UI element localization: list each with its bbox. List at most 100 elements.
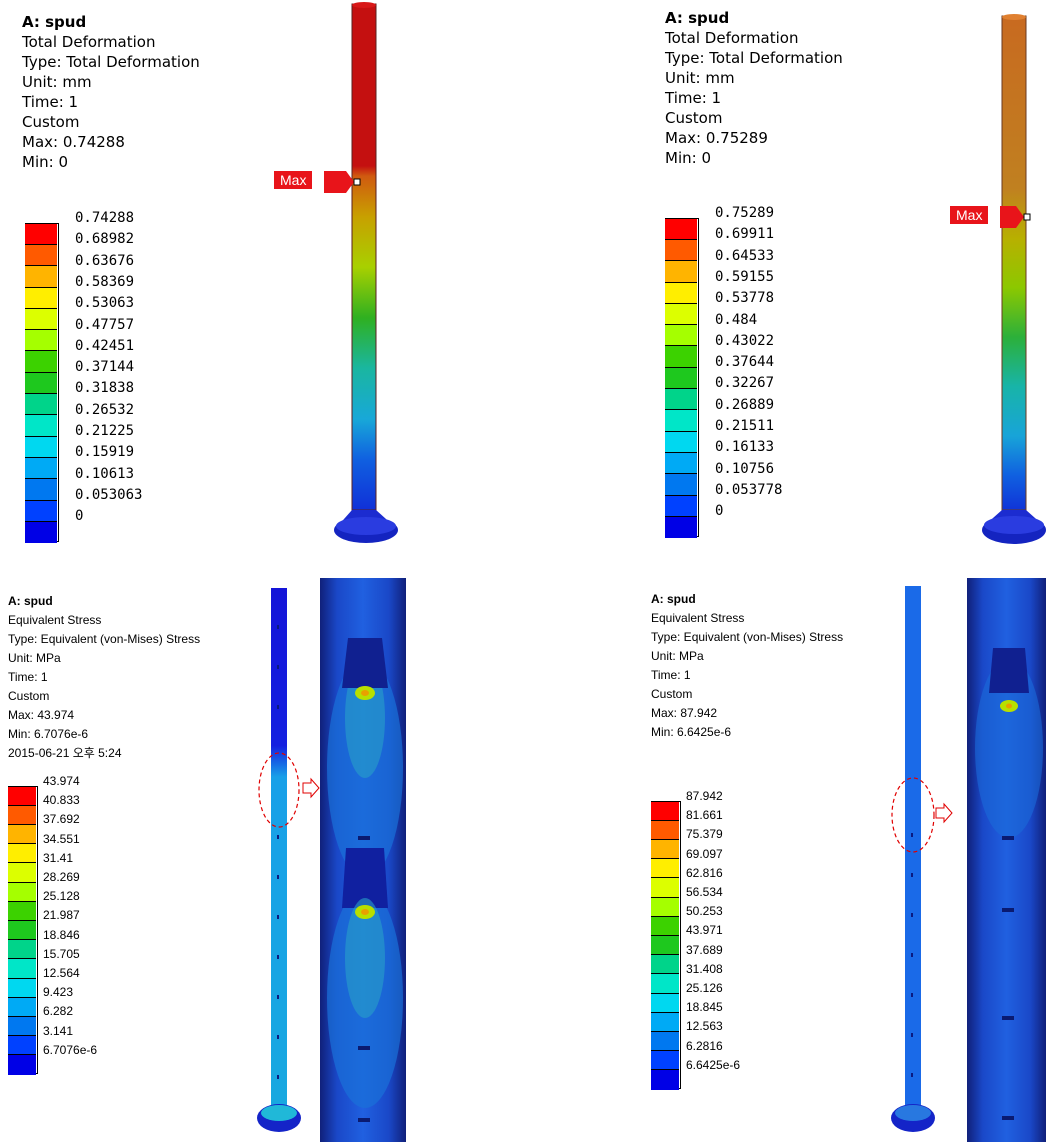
info-line: Min: 6.7076e-6: [8, 727, 89, 741]
info-line: Unit: mm: [22, 73, 92, 91]
legend-swatch: [651, 935, 679, 956]
legend-label: 0.75289: [715, 205, 775, 221]
legend-swatch: [651, 1011, 679, 1032]
legend-swatch: [665, 430, 697, 453]
info-line: Min: 0: [665, 149, 711, 167]
legend-swatch: [25, 350, 57, 373]
legend-label: 25.128: [43, 889, 80, 904]
info-line: Custom: [22, 113, 80, 131]
legend-label: 37.692: [43, 812, 80, 827]
info-block-stress-left: A: spud Equivalent Stress Type: Equivale…: [8, 592, 200, 763]
legend-label: 0.32267: [715, 375, 775, 392]
hole-markers: [911, 833, 913, 1077]
legend-label: 40.833: [43, 793, 80, 808]
info-line: Unit: MPa: [651, 649, 704, 663]
legend-label: 0.10756: [715, 460, 775, 477]
legend-swatch: [8, 824, 36, 845]
legend-swatch: [665, 388, 697, 411]
info-line: Total Deformation: [665, 29, 799, 47]
legend-label: 6.282: [43, 1004, 74, 1019]
legend-label: 0.053063: [75, 486, 143, 503]
legend-swatch: [8, 920, 36, 941]
info-line: Unit: mm: [665, 69, 735, 87]
legend-swatch: [8, 843, 36, 864]
legend-swatch: [25, 499, 57, 522]
info-line: Min: 0: [22, 153, 68, 171]
legend-swatch: [665, 302, 697, 326]
legend-swatch: [651, 973, 679, 994]
legend-label: 6.2816: [686, 1038, 723, 1053]
info-line: Max: 0.74288: [22, 133, 125, 151]
legend-swatch: [25, 265, 57, 288]
legend-swatch: [8, 881, 36, 902]
legend-label: 21.987: [43, 908, 80, 923]
legend-swatch: [8, 996, 36, 1017]
legend-swatch: [25, 520, 57, 544]
legend-label: 56.534: [686, 885, 723, 899]
legend-swatch: [25, 478, 57, 501]
legend-swatch: [651, 877, 679, 898]
legend-swatch: [665, 260, 697, 283]
legend-label: 25.126: [686, 981, 723, 995]
info-line: Custom: [8, 689, 50, 703]
legend-swatch: [8, 977, 36, 998]
legend-label: 12.563: [686, 1019, 723, 1034]
info-line: Equivalent Stress: [651, 611, 745, 625]
legend-label: 43.971: [686, 923, 723, 938]
legend-swatch: [665, 238, 697, 262]
max-marker-pointer: [324, 171, 361, 193]
legend-label: 0.21225: [75, 423, 135, 439]
info-line: Type: Equivalent (von-Mises) Stress: [651, 630, 844, 644]
legend-swatch: [651, 1069, 679, 1090]
legend-label: 69.097: [686, 846, 723, 861]
legend-label: 31.408: [686, 961, 723, 976]
legend-label: 0.15919: [75, 444, 135, 461]
max-marker: Max: [950, 206, 989, 224]
legend-label: 62.816: [686, 865, 723, 880]
legend-label: 34.551: [43, 831, 80, 846]
legend-swatch: [665, 515, 697, 539]
info-line: Custom: [651, 687, 693, 701]
legend-swatch: [665, 366, 697, 390]
legend-swatch: [665, 473, 697, 496]
legend-label: 0.37644: [715, 354, 775, 371]
legend-label: 0.16133: [715, 439, 775, 456]
timestamp: 2015-06-21 오후 5:24: [8, 746, 122, 760]
legend-label: 37.689: [686, 942, 723, 957]
stress-zoom-detail: [320, 578, 406, 1142]
legend-label: 0.53063: [75, 295, 135, 312]
info-line: Time: 1: [8, 670, 48, 684]
legend-swatch: [651, 896, 679, 917]
deformed-spud-model: [334, 2, 398, 543]
legend-label: 0.10613: [75, 465, 135, 482]
legend-label: 0.74288: [75, 210, 135, 226]
legend-label: 0.484: [715, 311, 758, 328]
legend-swatch: [8, 958, 36, 979]
legend-label: 0.26532: [75, 401, 135, 418]
legend-label: 87.942: [686, 789, 723, 803]
legend-swatch: [665, 281, 697, 304]
legend-swatch: [25, 243, 57, 267]
legend-swatch: [25, 329, 57, 352]
legend-swatch: [25, 307, 57, 331]
legend-label: 0.42451: [75, 337, 135, 354]
legend-label: 0.63676: [75, 252, 135, 269]
legend-label: 6.7076e-6: [43, 1042, 98, 1057]
legend-swatch: [665, 451, 697, 475]
legend-swatch: [8, 1016, 36, 1037]
legend-label: 0.58369: [75, 273, 135, 290]
legend-label: 0.43022: [715, 332, 775, 349]
legend-swatch: [665, 494, 697, 517]
legend-swatch: [651, 1031, 679, 1052]
info-line: Max: 0.75289: [665, 129, 768, 147]
hole-markers: [277, 625, 279, 1079]
max-marker: Max: [274, 171, 313, 189]
info-block-stress-right: A: spud Equivalent Stress Type: Equivale…: [651, 590, 843, 742]
stressed-spud-model: [257, 588, 320, 1132]
info-block-deformation-right: A: spud Total Deformation Type: Total De…: [665, 8, 843, 168]
model-title: A: spud: [651, 592, 696, 606]
legend-swatch: [25, 393, 57, 416]
stress-zoom-detail: [967, 578, 1046, 1142]
legend-swatch: [651, 858, 679, 879]
legend-label: 18.845: [686, 1000, 723, 1015]
